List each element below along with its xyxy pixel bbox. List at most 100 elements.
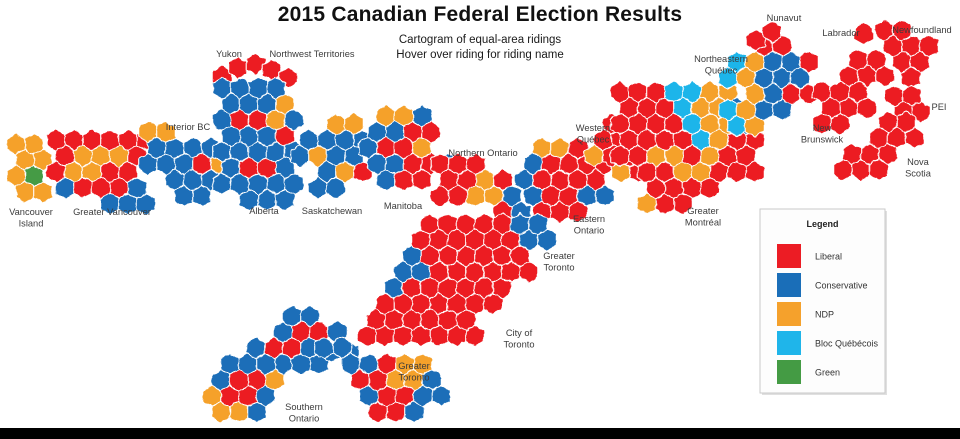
region-northeastern-quebec[interactable]: northeastern quebec — Liberalnortheaster… [718,34,819,138]
riding-hex[interactable]: manitoba — Liberal [394,168,414,192]
riding-hex[interactable]: manitoba — Conservative [376,168,396,192]
riding-hex[interactable]: northeastern quebec — Conservative [772,98,792,122]
region-toronto-band[interactable]: toronto band — Liberaltoronto band — Lib… [357,212,557,348]
riding-hex[interactable]: saskatchewan — Conservative [308,176,328,200]
riding-hex[interactable]: greater montreal — NDP [637,192,657,216]
riding-hex[interactable]: greater montreal — Liberal [745,160,765,184]
riding-hex[interactable]: vancouver island — NDP [15,180,35,204]
region-greater-vancouver[interactable]: greater vancouver — Liberalgreater vanco… [46,128,156,216]
legend-label-G: Green [815,368,840,378]
riding-hex[interactable]: so kitchener — Conservative [291,352,311,376]
riding-hex[interactable]: interior bc — Conservative [174,184,194,208]
region-so-west[interactable]: so west — Conservativeso west — Conserva… [202,352,285,424]
region-saskatchewan[interactable]: saskatchewan — NDPsaskatchewan — NDPsask… [290,112,373,200]
riding-hex[interactable]: manitoba — Liberal [412,168,432,192]
riding-hex[interactable]: eastern ontario — Liberal [568,200,588,224]
riding-hex[interactable]: nunavut — Liberal [762,20,782,44]
region-label: Alberta [249,206,279,216]
region-nunavut[interactable]: nunavut — Liberalnunavut — Liberal [746,20,782,52]
riding-hex[interactable]: greater vancouver — Conservative [55,176,75,200]
riding-hex[interactable]: northeastern quebec — Bloc Québécois [727,114,747,138]
riding-hex[interactable]: northern ontario — Liberal [430,184,450,208]
region-label: Labrador [822,28,859,38]
region-newfoundland[interactable]: newfoundland — Liberalnewfoundland — Lib… [874,18,939,90]
riding-hex[interactable]: greater vancouver — Liberal [73,176,93,200]
riding-hex[interactable]: toronto band — Liberal [411,324,431,348]
region-label: Nova [907,157,930,167]
riding-hex[interactable]: interior bc — Conservative [138,152,158,176]
region-new-brunswick[interactable]: new brunswick — Liberal new brunswick — L… [812,48,895,136]
riding-hex[interactable]: alberta — Conservative [212,172,232,196]
riding-hex[interactable]: nova scotia — Liberal [869,158,889,182]
riding-hex[interactable]: toronto band — Liberal [447,324,467,348]
riding-hex[interactable]: so east — Liberal [368,400,388,424]
riding-hex[interactable]: toronto band — Liberal [375,324,395,348]
riding-hex[interactable]: so west — Conservative [247,400,267,424]
region-northern-ontario[interactable]: northern ontario — Liberalnorthern ontar… [430,152,531,224]
region-label: Northern Ontario [448,148,517,158]
region-greater-montreal[interactable]: greater montreal — Liberalgreater montre… [610,80,765,216]
riding-hex[interactable]: toronto band — Liberal [393,324,413,348]
riding-hex[interactable]: nova scotia — Liberal [851,158,871,182]
riding-hex[interactable]: toronto band — Liberal [357,324,377,348]
riding-hex[interactable]: nova scotia — Liberal [905,126,925,150]
riding-hex[interactable]: northern ontario — Liberal [448,184,468,208]
riding-hex[interactable]: new brunswick — Liberal [875,64,895,88]
riding-hex[interactable]: so west — NDP [229,400,249,424]
riding-hex[interactable]: eastern ontario — Conservative [595,184,615,208]
region-label: Interior BC [166,122,211,132]
riding-hex[interactable]: nova scotia — Liberal [833,158,853,182]
region-labrador[interactable]: labrador — Liberal [854,22,874,46]
riding-hexes[interactable]: vancouver island — NDPvancouver island —… [6,18,939,424]
riding-hex[interactable]: saskatchewan — Conservative [290,144,310,168]
riding-hex[interactable]: western quebec — NDP [584,144,604,168]
riding-hex[interactable]: eastern ontario — Liberal [550,200,570,224]
region-vancouver-island[interactable]: vancouver island — NDPvancouver island —… [6,132,53,204]
riding-hex[interactable]: vancouver island — NDP [33,180,53,204]
riding-hex[interactable]: greater montreal — Liberal [655,192,675,216]
riding-hex[interactable]: interior bc — Conservative [192,184,212,208]
legend-label-L: Liberal [815,252,842,262]
riding-hex[interactable]: new brunswick — Liberal [857,96,877,120]
region-label: Greater [687,206,719,216]
riding-hex[interactable]: toronto band — Liberal [429,324,449,348]
riding-hex[interactable]: toronto band — Conservative [537,228,557,252]
region-label: Newfoundland [892,25,951,35]
region-label: City of [506,328,533,338]
riding-hex[interactable]: saskatchewan — Conservative [326,176,346,200]
riding-hex[interactable]: so east — Conservative [431,384,451,408]
region-label: Québec [705,66,738,76]
riding-hex[interactable]: greater montreal — Liberal [610,144,630,168]
legend-title: Legend [806,219,838,229]
riding-hex[interactable]: toronto band — Liberal [519,260,539,284]
region-label: Western [576,123,610,133]
riding-hex[interactable]: so east — Conservative [404,400,424,424]
riding-hex[interactable]: so west — NDP [211,400,231,424]
region-label: PEI [932,102,947,112]
riding-hex[interactable]: new brunswick — Liberal [830,112,850,136]
riding-hex[interactable]: labrador — Liberal [854,22,874,46]
riding-hex[interactable]: so east — Conservative [314,336,334,360]
riding-hex[interactable]: pei — Liberal [911,100,931,124]
region-alberta[interactable]: alberta — Conservative alberta — Conserva… [212,76,304,212]
region-label: Toronto [543,263,574,273]
legend-swatch-B [777,331,801,355]
riding-hex[interactable]: greater montreal — Liberal [727,160,747,184]
region-so-east[interactable]: so east — Conservative so east — Conserva… [314,336,451,424]
region-nova-scotia[interactable]: nova scotia — Liberalnova scotia — Liber… [833,110,925,182]
region-label: Northwest Territories [269,49,354,59]
riding-hex[interactable]: toronto band — Liberal [465,324,485,348]
riding-hex[interactable]: northeastern quebec — NDP [745,114,765,138]
subtitle-line-2: Hover over riding for riding name [396,49,564,61]
riding-hex[interactable]: greater montreal — Liberal [673,192,693,216]
riding-hex[interactable]: greater vancouver — Conservative [136,192,156,216]
legend-swatch-G [777,360,801,384]
riding-hex[interactable]: alberta — Conservative [275,188,295,212]
riding-hex[interactable]: northwest territories — Liberal [246,52,266,76]
riding-hex[interactable]: so east — Liberal [386,400,406,424]
riding-hex[interactable]: greater montreal — Liberal [700,176,720,200]
riding-hex[interactable]: northern ontario — NDP [466,184,486,208]
riding-hex[interactable]: toronto band — Liberal [483,292,503,316]
